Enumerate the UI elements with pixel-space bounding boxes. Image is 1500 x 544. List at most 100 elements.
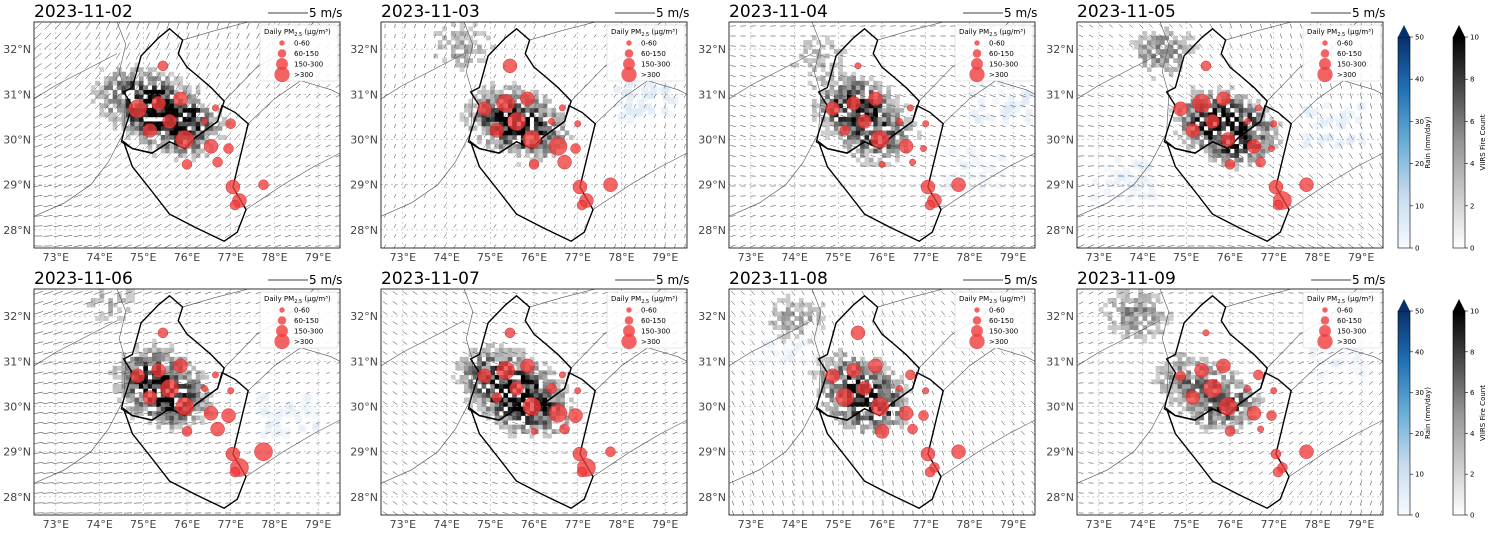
pm25-station-marker bbox=[951, 177, 966, 192]
wind-arrow bbox=[523, 44, 527, 48]
wind-arrow bbox=[750, 65, 756, 67]
wind-arrow bbox=[1098, 24, 1104, 28]
wind-arrow bbox=[443, 94, 447, 98]
wind-arrow bbox=[663, 94, 667, 98]
wind-arrow bbox=[1198, 164, 1204, 168]
wind-arrow bbox=[1279, 103, 1283, 109]
wind-arrow bbox=[1249, 23, 1253, 29]
wind-arrow bbox=[543, 24, 547, 28]
fire-cell bbox=[877, 121, 883, 127]
wind-arrow bbox=[603, 234, 607, 238]
pm25-station-marker bbox=[922, 120, 930, 128]
wind-arrow bbox=[1248, 184, 1254, 188]
rain-cell bbox=[1134, 161, 1142, 169]
wind-arrow bbox=[184, 203, 192, 209]
wind-arrow bbox=[1318, 163, 1324, 169]
fire-cell bbox=[117, 293, 122, 299]
wind-arrow bbox=[1338, 183, 1344, 189]
rain-cell bbox=[1146, 183, 1154, 191]
fire-cell bbox=[499, 144, 504, 149]
rain-cell bbox=[1018, 100, 1026, 108]
fire-cell bbox=[1216, 103, 1222, 109]
fire-cell bbox=[833, 80, 839, 86]
rain-cell bbox=[999, 153, 1007, 161]
fire-cell bbox=[204, 397, 210, 403]
fire-cell bbox=[112, 71, 118, 77]
wind-arrow bbox=[1108, 104, 1114, 108]
fire-cell bbox=[912, 121, 918, 127]
wind-arrow bbox=[603, 124, 607, 128]
wind-arrow bbox=[740, 145, 746, 147]
fire-cell bbox=[200, 420, 205, 425]
wind-arrow bbox=[64, 153, 72, 159]
fire-cell bbox=[1208, 125, 1213, 131]
wind-arrow bbox=[1379, 123, 1383, 129]
fire-cell bbox=[117, 307, 122, 312]
fire-cell bbox=[108, 76, 113, 82]
wind-arrow bbox=[1329, 113, 1333, 119]
lat-tick-label: 30°N bbox=[1046, 134, 1074, 147]
wind-arrow bbox=[53, 133, 63, 139]
fire-cell bbox=[204, 130, 210, 136]
fire-cell bbox=[1221, 125, 1226, 131]
wind-arrow bbox=[593, 64, 597, 68]
wind-arrow bbox=[760, 65, 766, 67]
fire-cell bbox=[99, 298, 105, 303]
wind-arrow bbox=[533, 154, 537, 158]
haryana-boundary bbox=[1165, 104, 1292, 243]
fire-cell bbox=[191, 116, 197, 122]
wind-arrow bbox=[1169, 34, 1173, 38]
wind-arrow bbox=[664, 213, 666, 219]
wind-arrow bbox=[295, 184, 301, 188]
wind-arrow bbox=[940, 104, 946, 108]
wind-arrow bbox=[673, 124, 677, 128]
wind-arrow bbox=[930, 104, 936, 108]
wind-arrow bbox=[43, 133, 53, 139]
fire-cell bbox=[152, 139, 157, 145]
wind-arrow bbox=[325, 235, 331, 237]
wind-arrow bbox=[1107, 234, 1115, 238]
wind-arrow bbox=[1248, 133, 1254, 139]
wind-arrow bbox=[1219, 63, 1223, 69]
wind-arrow bbox=[94, 92, 102, 100]
fire-cell bbox=[1216, 139, 1222, 145]
fire-cell bbox=[182, 392, 188, 398]
fire-cell bbox=[1164, 62, 1170, 68]
wind-arrow bbox=[880, 244, 886, 248]
wind-arrow bbox=[224, 244, 232, 248]
wind-arrow bbox=[920, 165, 926, 167]
wind-arrow bbox=[1308, 193, 1314, 199]
wind-arrow bbox=[124, 193, 132, 199]
wind-arrow bbox=[1258, 123, 1264, 129]
rain-cell bbox=[624, 88, 632, 96]
lat-tick-label: 30°N bbox=[350, 134, 378, 147]
fire-cell bbox=[200, 148, 205, 154]
fire-cell bbox=[542, 98, 548, 104]
pm25-station-marker bbox=[522, 130, 542, 149]
wind-arrow bbox=[125, 82, 131, 90]
wind-arrow bbox=[423, 194, 427, 198]
wind-arrow bbox=[810, 155, 816, 157]
wind-arrow bbox=[43, 205, 53, 207]
wind-arrow bbox=[285, 164, 291, 168]
fire-cell bbox=[838, 116, 843, 122]
wind-arrow bbox=[583, 94, 587, 98]
wind-arrow bbox=[750, 145, 756, 147]
fire-cell bbox=[895, 112, 900, 118]
fire-cell bbox=[1251, 130, 1257, 136]
fire-cell bbox=[516, 107, 522, 113]
wind-arrow bbox=[1147, 165, 1155, 167]
wind-arrow bbox=[226, 52, 230, 60]
fire-cell bbox=[1160, 49, 1165, 54]
fire-cell bbox=[490, 89, 495, 95]
wind-arrow bbox=[920, 215, 926, 217]
rain-cell bbox=[1319, 133, 1327, 141]
wind-arrow bbox=[214, 214, 222, 218]
wind-arrow bbox=[493, 34, 497, 38]
fire-cell bbox=[1173, 40, 1178, 45]
wind-arrow bbox=[990, 114, 996, 118]
fire-cell bbox=[903, 116, 909, 122]
wind-arrow bbox=[144, 224, 152, 228]
wind-arrow bbox=[750, 135, 756, 137]
wind-arrow bbox=[810, 124, 816, 128]
